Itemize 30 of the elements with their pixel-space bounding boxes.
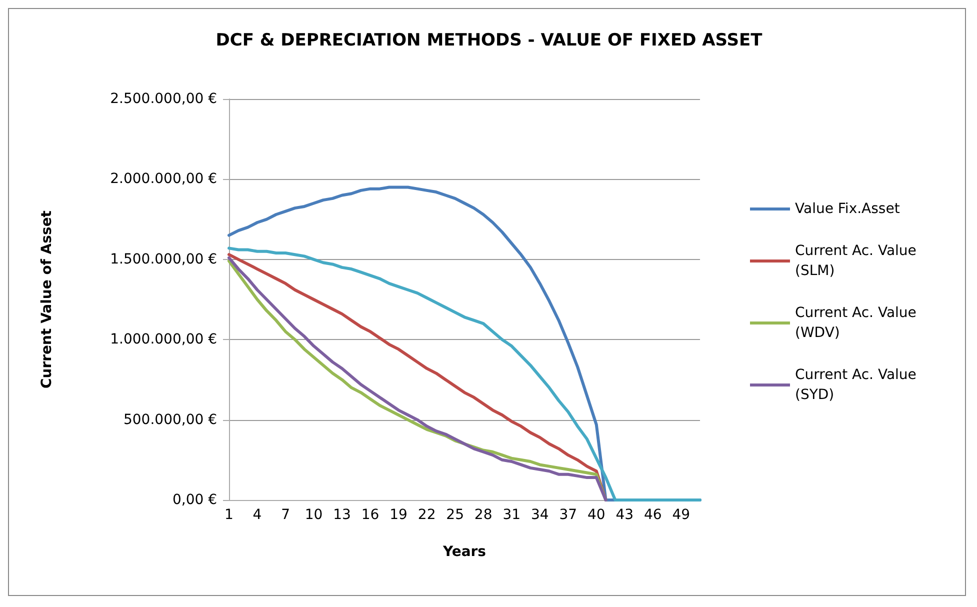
x-tick-label: 1 [224,507,234,523]
x-tick-label: 34 [530,507,549,523]
legend-label: Current Ac. Value (WDV) [795,305,921,341]
x-axis-title: Years [442,544,486,560]
x-tick-label: 22 [418,507,436,523]
x-tick-label: 19 [390,507,408,523]
y-tick-label: 500.000,00 € [123,412,217,428]
x-tick-label: 31 [502,507,521,523]
chart-title: DCF & DEPRECIATION METHODS - VALUE OF FIXED ASSET [216,30,763,50]
x-tick-label: 40 [587,507,606,523]
y-tick-label: 1.000.000,00 € [110,332,217,348]
x-tick-label: 37 [559,507,578,523]
y-tick-label: 0,00 € [172,492,217,508]
x-tick-label: 43 [616,507,634,523]
x-tick-label: 16 [361,507,380,523]
x-tick-label: 13 [333,507,351,523]
x-tick-label: 49 [672,507,690,523]
y-tick-label: 2.000.000,00 € [110,171,217,188]
legend-label: Current Ac. Value (SLM) [795,243,921,279]
x-tick-label: 7 [281,507,290,523]
x-tick-label: 10 [304,507,323,523]
x-tick-label: 25 [446,507,464,523]
legend-label: Current Ac. Value (SYD) [795,367,921,403]
legend-label: Value Fix.Asset [795,201,900,217]
y-tick-label: 1.500.000,00 € [110,251,217,268]
y-tick-label: 2.500.000,00 € [110,91,217,107]
x-tick-label: 28 [474,507,492,523]
x-tick-label: 46 [644,507,662,523]
x-tick-label: 4 [252,507,262,523]
y-axis-title: Current Value of Asset [39,210,55,389]
